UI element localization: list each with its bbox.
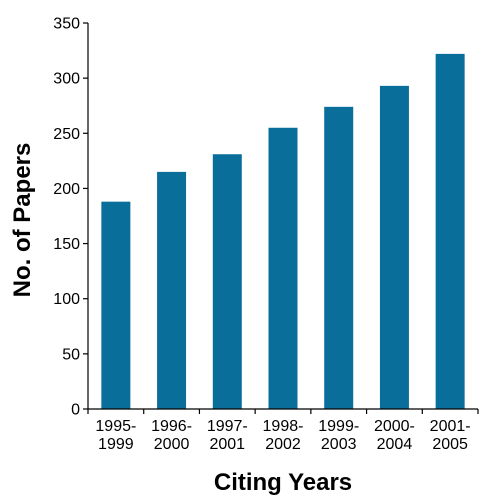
bar <box>324 106 354 409</box>
x-tick-label: 2000-2004 <box>374 418 415 453</box>
x-axis-title: Citing Years <box>214 469 352 496</box>
x-tick-label: 1999-2003 <box>318 418 359 453</box>
bar <box>379 85 409 410</box>
x-tick-label: 1995-1999 <box>95 418 136 453</box>
x-tick-label: 1997-2001 <box>207 418 248 453</box>
plot-area <box>101 53 465 410</box>
y-tick-label: 350 <box>53 16 80 33</box>
bar <box>435 53 465 409</box>
y-tick-label: 0 <box>71 402 80 419</box>
bar <box>268 127 298 410</box>
bar <box>101 201 131 409</box>
y-tick-label: 50 <box>62 346 80 363</box>
y-axis-title: No. of Papers <box>9 143 36 298</box>
bar <box>212 154 242 409</box>
y-tick-label: 150 <box>53 236 80 253</box>
y-tick-label: 300 <box>53 71 80 88</box>
bar <box>157 171 187 409</box>
x-tick-label: 1998-2002 <box>263 418 304 453</box>
y-tick-label: 200 <box>53 181 80 198</box>
y-axis-ticks: 0 50 100 150 200 250 300 350 <box>53 16 88 419</box>
x-axis-ticks: 1995-1999 1996-2000 1997-2001 1998-2002 1999… <box>87 409 479 453</box>
y-tick-label: 100 <box>53 291 80 308</box>
x-tick-label: 2001-2005 <box>430 418 471 453</box>
x-tick-label: 1996-2000 <box>151 418 192 453</box>
y-tick-label: 250 <box>53 126 80 143</box>
